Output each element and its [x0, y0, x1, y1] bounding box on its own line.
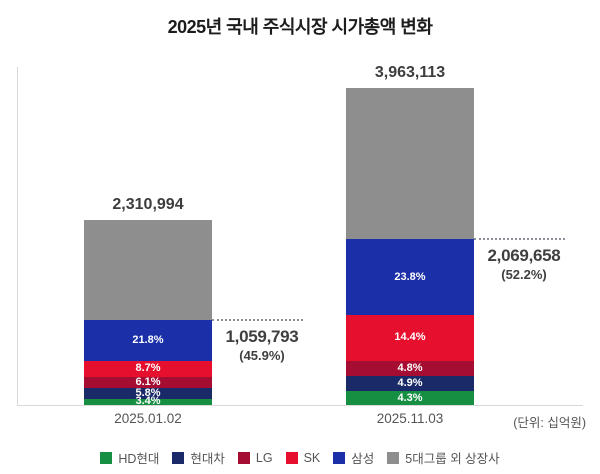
bar-segment-현대차: 4.9%	[346, 375, 474, 392]
annotation-percent: (45.9%)	[239, 347, 285, 363]
legend-swatch	[387, 451, 400, 464]
bar-segment-5대그룹 외 상장사	[346, 87, 474, 240]
legend-item-HD현대: HD현대	[100, 448, 159, 467]
legend-item-LG: LG	[237, 450, 273, 465]
legend-swatch	[285, 451, 298, 464]
bar-segment-SK: 14.4%	[346, 314, 474, 361]
stacked-bar-2025.01.02: 21.8% 8.7% 6.1% 5.8% 3.4%	[84, 220, 212, 408]
unit-note: (단위: 십억원)	[513, 416, 586, 430]
bar-segment-5대그룹 외 상장사	[84, 220, 212, 321]
bar-total-label: 3,963,113	[374, 63, 446, 81]
legend-label: 현대차	[190, 452, 225, 466]
stacked-bar-2025.11.03: 23.8% 14.4% 4.8% 4.9% 4.3%	[346, 87, 474, 405]
bar-total-label: 2,310,994	[112, 196, 184, 214]
legend-item-삼성: 삼성	[333, 448, 374, 467]
legend-label: HD현대	[118, 452, 160, 466]
segment-percent-label: 6.1%	[135, 375, 161, 388]
legend-label: 삼성	[351, 452, 375, 466]
bar-segment-LG: 6.1%	[84, 375, 212, 388]
segment-percent-label: 4.8%	[397, 361, 423, 374]
guide-dotted-line	[212, 319, 303, 322]
guide-dotted-line	[474, 238, 565, 241]
legend-item-현대차: 현대차	[172, 448, 225, 467]
segment-percent-label: 14.4%	[394, 331, 426, 344]
segment-percent-label: 23.8%	[394, 270, 426, 283]
bar-segment-삼성: 23.8%	[346, 239, 474, 315]
segment-percent-label: 8.7%	[135, 362, 161, 375]
legend-label: 5대그룹 외 상장사	[405, 452, 500, 466]
segment-percent-label: 21.8%	[132, 333, 164, 346]
bar-segment-HD현대: 3.4%	[84, 395, 212, 408]
legend-item-5대그룹 외 상장사: 5대그룹 외 상장사	[387, 448, 500, 467]
x-axis-label: 2025.01.02	[114, 411, 182, 426]
legend: HD현대 현대차 LG SK 삼성 5대그룹 외 상장사	[0, 448, 600, 467]
x-axis-label: 2025.11.03	[376, 411, 444, 426]
annotation-percent: (52.2%)	[501, 267, 547, 283]
annotation: 2,069,658 (52.2%)	[475, 247, 573, 282]
segment-percent-label: 5.8%	[135, 386, 161, 399]
legend-label: LG	[255, 450, 273, 465]
segment-percent-label: 4.3%	[397, 391, 423, 404]
segment-percent-label: 3.4%	[135, 395, 161, 408]
chart-title: 2025년 국내 주식시장 시가총액 변화	[167, 17, 433, 37]
legend-swatch	[333, 451, 346, 464]
legend-label: SK	[303, 450, 321, 465]
annotation-value: 2,069,658	[487, 246, 561, 266]
segment-percent-label: 4.9%	[397, 377, 423, 390]
y-axis-line	[17, 67, 18, 406]
legend-swatch	[100, 451, 113, 464]
bar-segment-SK: 8.7%	[84, 360, 212, 377]
annotation-value: 1,059,793	[225, 327, 299, 347]
bar-segment-HD현대: 4.3%	[346, 391, 474, 405]
annotation: 1,059,793 (45.9%)	[213, 328, 311, 363]
bar-segment-현대차: 5.8%	[84, 386, 212, 399]
legend-swatch	[237, 451, 250, 464]
bar-segment-LG: 4.8%	[346, 360, 474, 376]
legend-item-SK: SK	[285, 450, 321, 465]
bar-segment-삼성: 21.8%	[84, 320, 212, 361]
legend-swatch	[172, 451, 185, 464]
x-axis-line	[17, 405, 583, 406]
